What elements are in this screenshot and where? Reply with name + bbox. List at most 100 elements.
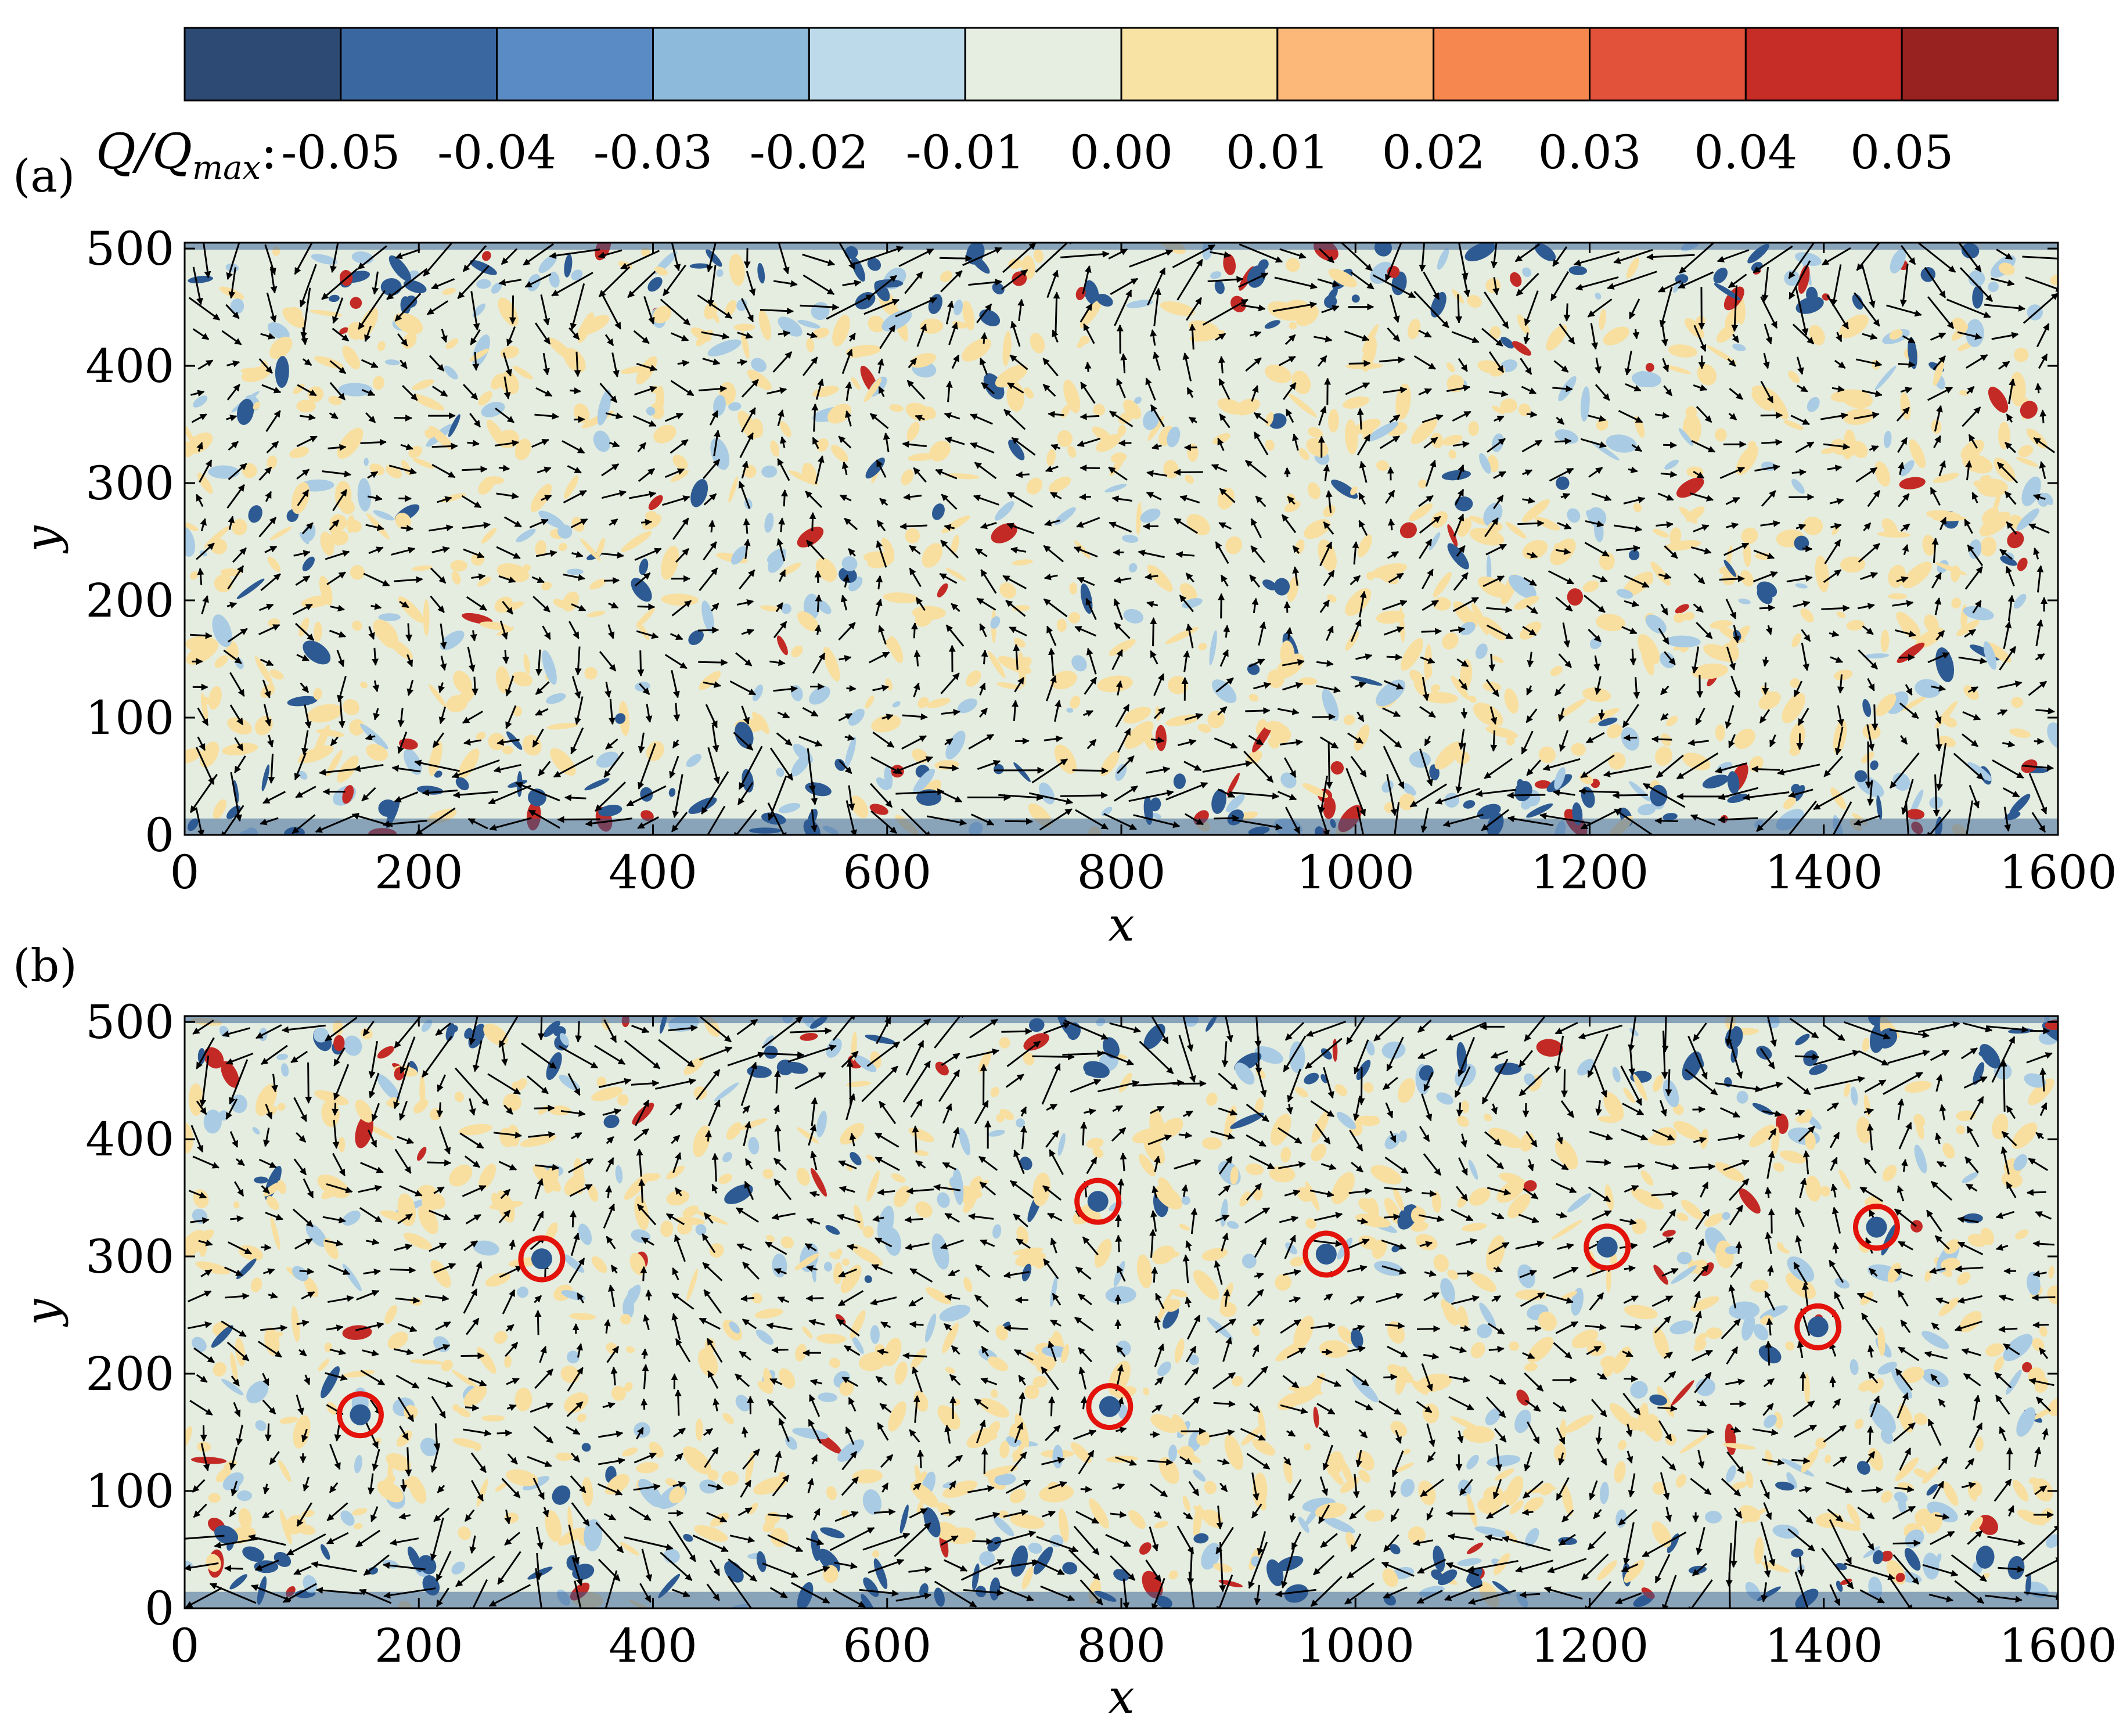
- velocity-vector: [472, 351, 480, 371]
- q-field-blob: [2007, 531, 2024, 549]
- velocity-vector: [1005, 817, 1033, 825]
- q-field-blob: [1815, 555, 1829, 593]
- q-field-blob: [1434, 741, 1462, 770]
- q-field-blob: [324, 1342, 332, 1352]
- q-field-blob: [760, 605, 780, 612]
- q-field-blob: [1286, 258, 1300, 272]
- q-field-blob: [1870, 760, 1879, 770]
- q-field-blob: [1066, 708, 1074, 713]
- q-field-blob: [1710, 620, 1733, 629]
- y-tick-label: 200: [85, 574, 174, 628]
- q-field-blob: [1795, 296, 1824, 314]
- velocity-vector: [1388, 518, 1395, 531]
- q-field-blob: [695, 1418, 703, 1441]
- q-field-blob: [953, 299, 963, 316]
- velocity-vector: [1416, 1325, 1441, 1332]
- velocity-vector: [1521, 1508, 1534, 1516]
- q-field-blob: [1034, 248, 1044, 263]
- q-field-blob: [1299, 677, 1318, 686]
- velocity-vector: [1214, 815, 1240, 822]
- q-field-blob: [1500, 398, 1518, 413]
- q-field-blob: [883, 592, 919, 603]
- velocity-vector: [1118, 440, 1132, 447]
- q-field-blob: [1446, 362, 1455, 373]
- velocity-vector: [697, 626, 719, 634]
- q-field-blob: [240, 368, 265, 376]
- q-field-blob: [1070, 696, 1081, 709]
- q-field-blob: [1892, 772, 1910, 791]
- velocity-vector: [400, 1479, 408, 1492]
- q-field-blob: [373, 510, 394, 521]
- q-field-blob: [1956, 620, 1980, 636]
- colorbar-swatch: [964, 27, 1122, 102]
- q-field-blob: [1758, 691, 1781, 710]
- colorbar-tick-label: 0.01: [1226, 125, 1329, 179]
- q-field-blob: [834, 758, 845, 771]
- q-field-blob: [186, 640, 219, 665]
- q-field-blob: [1273, 578, 1290, 596]
- q-field-blob: [778, 316, 803, 337]
- y-tick-label: 400: [85, 1112, 174, 1166]
- q-field-blob: [1880, 629, 1890, 653]
- q-field-blob: [1616, 589, 1633, 599]
- q-field-blob: [236, 398, 254, 425]
- x-tick-label: 1200: [1531, 845, 1649, 899]
- vortex-core: [1087, 1191, 1109, 1212]
- q-field-blob: [1645, 614, 1667, 634]
- q-field-blob: [1626, 257, 1640, 279]
- y-tick-label: 500: [85, 222, 174, 276]
- q-field-blob: [1665, 365, 1692, 374]
- colorbar-tick-label: -0.04: [437, 125, 556, 179]
- q-field-blob: [994, 763, 1004, 775]
- q-field-blob: [1676, 477, 1704, 498]
- q-field-blob: [1323, 797, 1336, 819]
- q-field-blob: [549, 1105, 571, 1116]
- y-tick-label: 300: [85, 1230, 174, 1284]
- q-field-blob: [797, 527, 824, 548]
- velocity-vector: [1080, 1121, 1088, 1146]
- q-field-blob: [701, 600, 714, 633]
- q-field-blob: [491, 373, 505, 390]
- velocity-vector: [1358, 1067, 1365, 1105]
- velocity-vector: [668, 1510, 684, 1517]
- x-tick-label: 0: [170, 1619, 200, 1673]
- velocity-vector: [1223, 625, 1230, 638]
- panel-b-label: (b): [13, 940, 77, 992]
- velocity-vector: [743, 518, 750, 534]
- q-field-blob: [429, 426, 454, 450]
- velocity-vector: [1048, 1396, 1056, 1417]
- q-field-blob: [1067, 445, 1077, 458]
- q-field-blob: [1909, 439, 1926, 469]
- q-field-blob: [1492, 405, 1505, 415]
- q-field-blob: [1399, 522, 1417, 539]
- q-field-blob: [1713, 268, 1728, 284]
- velocity-vector: [1624, 1265, 1636, 1272]
- velocity-vector: [2026, 1188, 2047, 1196]
- velocity-vector: [1015, 471, 1030, 478]
- q-field-blob: [1486, 554, 1492, 584]
- q-field-blob: [1287, 576, 1299, 602]
- q-field-blob: [1852, 294, 1863, 310]
- q-field-blob: [434, 770, 442, 778]
- velocity-vector: [1072, 767, 1109, 775]
- velocity-vector: [1048, 410, 1064, 418]
- q-field-blob: [1665, 715, 1678, 727]
- y-tick-label: 500: [85, 995, 174, 1049]
- velocity-vector: [1001, 1028, 1032, 1035]
- velocity-vector: [360, 438, 387, 446]
- velocity-vector: [1312, 713, 1336, 721]
- q-field-blob: [768, 549, 786, 573]
- q-field-blob: [1538, 746, 1556, 763]
- velocity-vector: [190, 632, 213, 639]
- vortex-core: [1315, 1244, 1337, 1265]
- colorbar-swatch: [1901, 27, 2059, 102]
- q-field-blob: [451, 571, 461, 585]
- q-field-blob: [1084, 280, 1099, 305]
- velocity-vector: [1356, 408, 1364, 430]
- q-field-blob: [1437, 248, 1449, 270]
- velocity-vector: [2006, 1447, 2013, 1470]
- velocity-vector: [431, 442, 458, 450]
- q-field-blob: [1834, 669, 1853, 680]
- velocity-vector: [1421, 628, 1442, 635]
- q-field-blob: [237, 1490, 253, 1501]
